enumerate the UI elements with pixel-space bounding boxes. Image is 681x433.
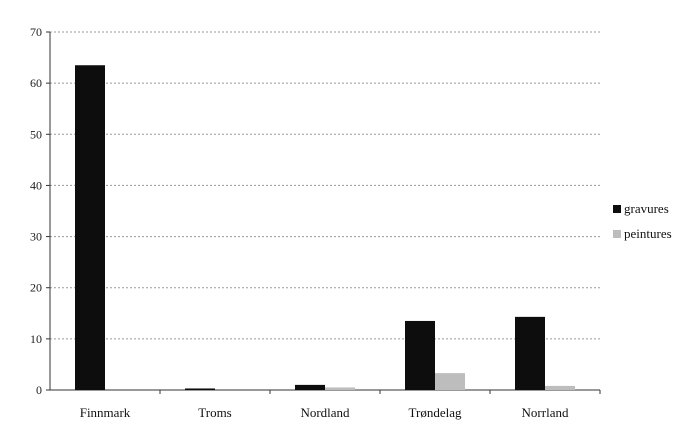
- bar-peintures-Norrland: [545, 385, 575, 390]
- y-tick-label: 40: [30, 178, 42, 192]
- bar-gravures-Norrland: [515, 316, 545, 390]
- x-tick-label: Trøndelag: [409, 405, 462, 420]
- x-tick-label: Norrland: [522, 405, 569, 420]
- x-tick-label: Nordland: [300, 405, 350, 420]
- y-tick-label: 20: [30, 281, 42, 295]
- bar-gravures-Finnmark: [75, 65, 105, 390]
- grid-lines: [50, 31, 600, 340]
- legend-label-gravures: gravures: [624, 201, 669, 216]
- x-tick-labels: Finnmark Troms Nordland Trøndelag Norrland: [80, 405, 569, 420]
- y-tick-label: 0: [36, 383, 42, 397]
- y-tick-label: 30: [30, 230, 42, 244]
- legend: gravures peintures: [613, 201, 672, 241]
- legend-label-peintures: peintures: [624, 226, 672, 241]
- y-tick-label: 70: [30, 25, 42, 39]
- bar-gravures-Trøndelag: [405, 320, 435, 390]
- bar-gravures-Nordland: [295, 384, 325, 390]
- y-tick-label: 10: [30, 332, 42, 346]
- bar-peintures-Trøndelag: [435, 373, 465, 390]
- bar-gravures-Troms: [185, 388, 215, 390]
- y-tick-label: 60: [30, 76, 42, 90]
- legend-swatch-gravures: [613, 205, 621, 213]
- y-tick-labels: 0 10 20 30 40 50 60 70: [30, 25, 42, 397]
- x-tick-label: Troms: [198, 405, 231, 420]
- legend-swatch-peintures: [613, 230, 621, 238]
- bars: [75, 65, 575, 390]
- bar-peintures-Nordland: [325, 387, 355, 390]
- y-tick-label: 50: [30, 127, 42, 141]
- x-tick-label: Finnmark: [80, 405, 131, 420]
